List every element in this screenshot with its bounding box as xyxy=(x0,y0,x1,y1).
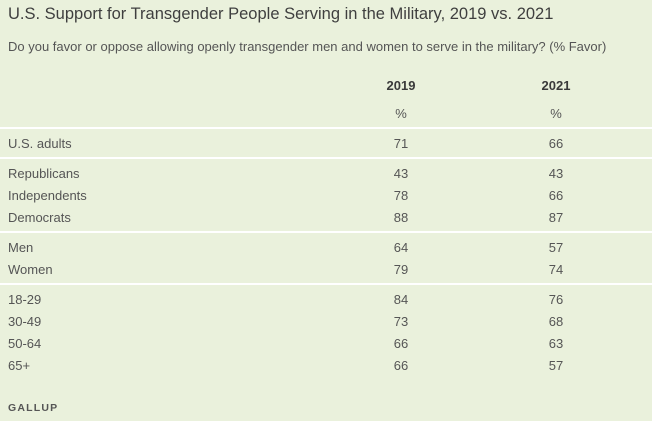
row-label: Men xyxy=(8,240,34,255)
cell-value-2021: 76 xyxy=(548,292,564,307)
group-divider xyxy=(0,127,652,129)
row-label: Republicans xyxy=(8,166,80,181)
column-header-2019: 2019 xyxy=(386,78,416,93)
column-unit-2021: % xyxy=(550,106,562,121)
group-divider xyxy=(0,283,652,285)
table-row: 50-64 66 63 xyxy=(0,336,652,358)
table-row: Independents 78 66 xyxy=(0,188,652,210)
row-label: 50-64 xyxy=(8,336,42,351)
cell-value-2019: 66 xyxy=(393,336,409,351)
row-label: 30-49 xyxy=(8,314,42,329)
group-divider xyxy=(0,157,652,159)
table-row: Men 64 57 xyxy=(0,240,652,262)
cell-value-2019: 71 xyxy=(393,136,409,151)
cell-value-2021: 66 xyxy=(548,136,564,151)
cell-value-2021: 57 xyxy=(548,240,564,255)
table-row: Women 79 74 xyxy=(0,262,652,284)
chart-subtitle: Do you favor or oppose allowing openly t… xyxy=(8,39,607,54)
cell-value-2021: 66 xyxy=(548,188,564,203)
cell-value-2019: 79 xyxy=(393,262,409,277)
cell-value-2021: 74 xyxy=(548,262,564,277)
table-row: Democrats 88 87 xyxy=(0,210,652,232)
cell-value-2019: 64 xyxy=(393,240,409,255)
row-label: Democrats xyxy=(8,210,71,225)
table-row: U.S. adults 71 66 xyxy=(0,136,652,158)
cell-value-2019: 88 xyxy=(393,210,409,225)
row-label: 18-29 xyxy=(8,292,42,307)
row-label: Women xyxy=(8,262,53,277)
cell-value-2019: 73 xyxy=(393,314,409,329)
cell-value-2019: 84 xyxy=(393,292,409,307)
table-row: 30-49 73 68 xyxy=(0,314,652,336)
cell-value-2019: 78 xyxy=(393,188,409,203)
cell-value-2021: 87 xyxy=(548,210,564,225)
cell-value-2021: 63 xyxy=(548,336,564,351)
cell-value-2021: 43 xyxy=(548,166,564,181)
table-row: Republicans 43 43 xyxy=(0,166,652,188)
group-divider xyxy=(0,231,652,233)
cell-value-2021: 57 xyxy=(548,358,564,373)
table-row: 18-29 84 76 xyxy=(0,292,652,314)
source-logo: GALLUP xyxy=(8,402,59,414)
row-label: 65+ xyxy=(8,358,31,373)
cell-value-2019: 66 xyxy=(393,358,409,373)
chart-title: U.S. Support for Transgender People Serv… xyxy=(8,5,554,23)
column-header-2021: 2021 xyxy=(541,78,571,93)
column-unit-2019: % xyxy=(395,106,407,121)
row-label: U.S. adults xyxy=(8,136,72,151)
cell-value-2021: 68 xyxy=(548,314,564,329)
table-row: 65+ 66 57 xyxy=(0,358,652,380)
cell-value-2019: 43 xyxy=(393,166,409,181)
row-label: Independents xyxy=(8,188,87,203)
